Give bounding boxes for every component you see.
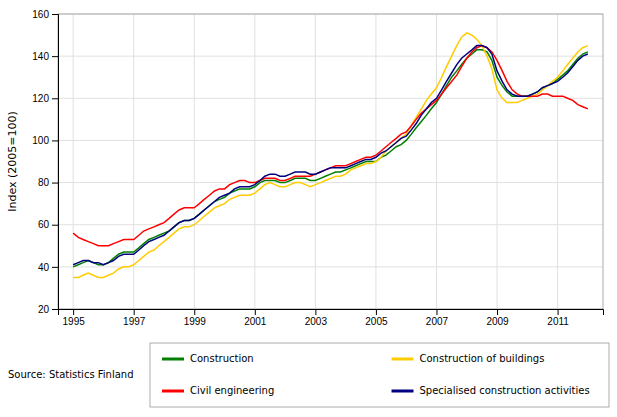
x-tick-label: 1995 — [63, 316, 86, 327]
legend: Construction Construction of buildings Civ… — [150, 343, 609, 407]
y-tick: 40 — [38, 262, 58, 273]
x-axis: 1995 1997 1999 2001 2003 2005 2007 2009 2011 — [59, 309, 604, 327]
y-tick-label: 60 — [38, 219, 50, 230]
grid-line-x — [436, 14, 437, 309]
grid-line-y — [58, 266, 603, 267]
x-tick-label: 2005 — [365, 316, 388, 327]
y-tick-mark — [52, 56, 58, 57]
x-axis-line — [59, 310, 604, 316]
legend-swatch — [162, 358, 184, 361]
y-tick-label: 40 — [38, 262, 50, 273]
x-tick: 2011 — [547, 309, 569, 327]
x-tick-mark — [497, 309, 498, 315]
y-tick: 120 — [32, 93, 58, 104]
series-line — [73, 50, 588, 267]
y-tick-label: 160 — [32, 9, 49, 20]
legend-item: Construction of buildings — [392, 353, 545, 364]
x-tick-label: 2009 — [486, 316, 509, 327]
x-tick: 2007 — [426, 309, 449, 327]
grid-line-x — [557, 14, 558, 309]
y-tick-mark — [52, 98, 58, 99]
x-tick: 1999 — [184, 309, 207, 327]
legend-label: Specialised construction activities — [420, 385, 590, 396]
y-tick-label: 120 — [32, 93, 49, 104]
x-tick-mark — [315, 309, 316, 315]
plot-area — [73, 33, 588, 277]
legend-label: Construction of buildings — [420, 353, 545, 364]
y-axis-title: Index (2005=100) — [6, 111, 19, 212]
grid-line-y — [58, 98, 603, 99]
y-axis-line — [52, 15, 59, 310]
x-tick-label: 2001 — [244, 316, 267, 327]
x-tick-label: 1997 — [123, 316, 146, 327]
x-tick-mark — [436, 309, 437, 315]
y-tick-mark — [52, 309, 58, 310]
y-tick: 140 — [32, 51, 58, 62]
y-tick-mark — [52, 183, 58, 184]
x-tick: 1997 — [123, 309, 146, 327]
legend-box — [150, 343, 609, 407]
grid-line-y — [58, 182, 603, 183]
legend-item: Civil engineering — [162, 385, 274, 396]
y-axis: 20 40 60 80 100 120 140 160 — [32, 9, 58, 315]
y-tick: 100 — [32, 135, 58, 146]
legend-swatch — [392, 358, 414, 361]
source-note: Source: Statistics Finland — [8, 369, 134, 380]
y-tick: 80 — [38, 177, 58, 188]
grid-line-x — [497, 14, 498, 309]
x-tick-label: 2003 — [305, 316, 328, 327]
series-line — [73, 33, 588, 277]
x-tick-label: 2011 — [547, 316, 569, 327]
legend-item: Specialised construction activities — [392, 385, 590, 396]
x-tick-mark — [255, 309, 256, 315]
chart: 1995 1997 1999 2001 2003 2005 2007 2009 2011 20 40… — [0, 0, 617, 417]
x-tick-mark — [558, 309, 559, 315]
grid-line-y — [58, 56, 603, 57]
y-tick-mark — [52, 14, 58, 15]
legend-label: Civil engineering — [190, 385, 274, 396]
y-tick-label: 100 — [32, 135, 49, 146]
grid-line-x — [315, 14, 316, 309]
x-tick-mark — [73, 309, 74, 315]
series-line — [73, 46, 588, 246]
x-tick: 2003 — [305, 309, 328, 327]
series-line — [73, 46, 588, 265]
legend-swatch — [162, 390, 184, 393]
x-tick: 2005 — [365, 309, 388, 327]
x-tick-mark — [194, 309, 195, 315]
x-tick-label: 2007 — [426, 316, 449, 327]
grid-line-y — [58, 224, 603, 225]
grid-line-x — [194, 14, 195, 309]
y-tick-mark — [52, 267, 58, 268]
x-tick: 2001 — [244, 309, 267, 327]
x-tick-mark — [134, 309, 135, 315]
y-tick-label: 140 — [32, 51, 49, 62]
legend-swatch — [392, 390, 414, 393]
legend-label: Construction — [190, 353, 254, 364]
x-tick-label: 1999 — [184, 316, 207, 327]
y-tick-mark — [52, 140, 58, 141]
y-tick-label: 80 — [38, 177, 50, 188]
grid — [58, 14, 603, 309]
y-tick: 20 — [38, 304, 58, 315]
grid-line-x — [254, 14, 255, 309]
y-tick-label: 20 — [38, 304, 50, 315]
legend-item: Construction — [162, 353, 254, 364]
grid-line-y — [58, 140, 603, 141]
x-tick: 1995 — [63, 309, 86, 327]
x-tick: 2009 — [486, 309, 509, 327]
plot-frame — [58, 14, 603, 309]
y-tick: 160 — [32, 9, 58, 20]
y-tick-mark — [52, 225, 58, 226]
x-tick-mark — [376, 309, 377, 315]
y-tick: 60 — [38, 219, 58, 230]
